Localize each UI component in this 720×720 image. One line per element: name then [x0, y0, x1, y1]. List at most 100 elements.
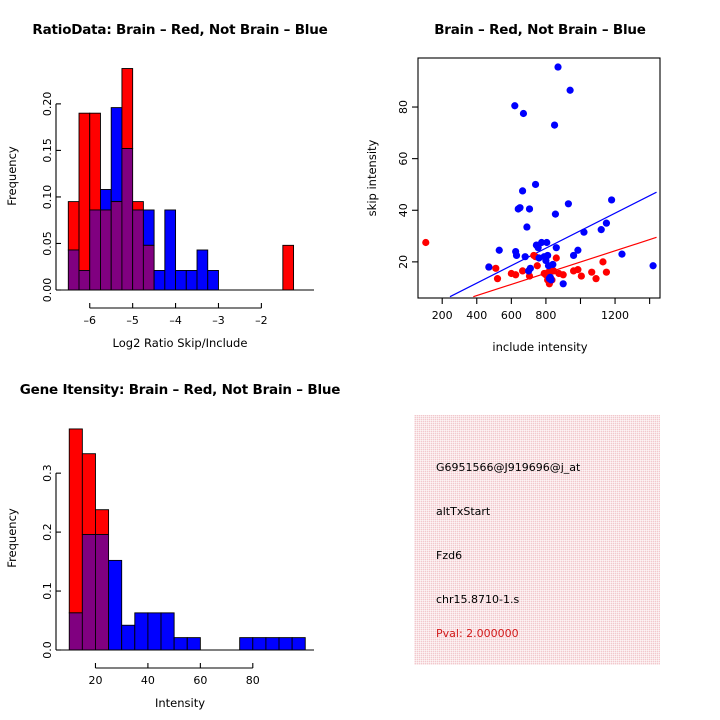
scatter-point — [580, 228, 588, 236]
scatter-point — [547, 276, 555, 284]
histogram-bar — [175, 270, 187, 291]
panel-gene-histogram: Gene Itensity: Brain – Red, Not Brain – … — [0, 360, 360, 720]
scatter-point — [559, 271, 567, 279]
histogram-bar — [142, 209, 155, 246]
plot-frame — [417, 57, 661, 299]
scatter-point — [531, 180, 540, 189]
y-axis-title: skip intensity — [365, 139, 379, 216]
scatter-point — [518, 187, 527, 195]
scatter-point — [574, 246, 582, 254]
histogram-bar-overlap — [68, 612, 83, 651]
scatter-point — [525, 205, 534, 213]
scatter-point — [597, 226, 605, 234]
histogram-bar — [108, 559, 123, 651]
histogram-bar — [67, 201, 80, 251]
histogram-bar — [282, 244, 295, 291]
scatter-xlabel: include intensity — [492, 340, 588, 354]
scatter-point — [602, 219, 611, 227]
gene-histogram-title: Gene Itensity: Brain – Red, Not Brain – … — [19, 382, 341, 398]
info-gene-symbol: Fzd6 — [436, 549, 463, 562]
x-tick-label: –3 — [212, 314, 225, 327]
scatter-point — [552, 254, 560, 262]
y-tick-label: 0.15 — [41, 138, 54, 163]
scatter-point — [516, 204, 524, 212]
x-tick-label: 80 — [246, 674, 260, 687]
x-tick-label: –6 — [83, 314, 96, 327]
scatter-point — [551, 210, 560, 218]
scatter-point — [608, 196, 616, 204]
x-tick-label: 1200 — [601, 309, 629, 322]
scatter-point — [422, 238, 430, 247]
y-tick-label: 0.20 — [41, 92, 54, 117]
histogram-bar — [121, 624, 136, 651]
info-coordinate: chr15.8710-1.s — [436, 593, 520, 606]
scatter-point — [552, 244, 560, 252]
scatter-point — [618, 250, 626, 258]
ratio-histogram-plot: 0.00 0.05 0.10 0.15 0.20 –6 –5 –4 –3 –2 Frequency — [5, 68, 314, 327]
y-tick-label: 0.10 — [41, 185, 54, 210]
scatter-point — [492, 264, 500, 272]
y-tick-label: 0.2 — [41, 523, 54, 541]
y-tick-label: 0.3 — [41, 464, 54, 482]
histogram-bar — [252, 637, 267, 651]
scatter-point — [518, 267, 527, 275]
info-probe-id: G6951566@J919696@j_at — [436, 461, 581, 474]
scatter-point — [564, 200, 572, 208]
histogram-bar-overlap — [100, 209, 112, 291]
histogram-bar — [147, 612, 162, 651]
histogram-bar — [110, 107, 123, 203]
scatter-point — [569, 251, 578, 260]
x-tick-label: –5 — [126, 314, 139, 327]
ratio-histogram-title: RatioData: Brain – Red, Not Brain – Blue — [32, 22, 328, 38]
histogram-bar — [207, 270, 219, 291]
scatter-point — [512, 251, 521, 260]
histogram-bar — [89, 112, 101, 211]
histogram-bar — [134, 612, 149, 651]
x-tick-label: 40 — [141, 674, 155, 687]
histogram-bar — [278, 637, 293, 651]
scatter-plot: 20 40 60 80 200 400 600 800 1200 skip intensity — [365, 57, 661, 322]
histogram-bar — [265, 637, 280, 651]
histogram-bar-overlap — [121, 148, 134, 291]
scatter-point — [521, 253, 529, 261]
scatter-point — [543, 238, 551, 247]
scatter-point — [511, 102, 519, 110]
histogram-bar — [100, 189, 112, 211]
histogram-bar — [291, 637, 306, 651]
x-tick-label: –4 — [169, 314, 182, 327]
y-tick-label: 0.0 — [41, 641, 54, 659]
panel-info: G6951566@J919696@j_at altTxStart Fzd6 ch… — [360, 360, 720, 720]
y-tick-label: 80 — [397, 100, 410, 114]
scatter-point — [526, 264, 534, 272]
scatter-point — [493, 275, 502, 283]
scatter-point — [577, 272, 585, 280]
histogram-bar-overlap — [81, 534, 96, 651]
info-event-type: altTxStart — [436, 505, 491, 518]
gene-histogram-plot: 0.0 0.1 0.2 0.3 20 40 60 80 Frequency — [5, 428, 314, 687]
x-tick-label: 20 — [88, 674, 102, 687]
scatter-point — [559, 280, 567, 288]
histogram-bar-overlap — [110, 201, 123, 291]
histogram-bar — [132, 201, 144, 211]
scatter-title: Brain – Red, Not Brain – Blue — [434, 22, 646, 38]
scatter-point — [533, 262, 541, 270]
ratio-histogram-xlabel: Log2 Ratio Skip/Include — [112, 336, 248, 350]
histogram-bar-overlap — [78, 270, 91, 291]
histogram-bar — [121, 68, 134, 149]
histogram-bar — [160, 612, 175, 651]
histogram-bar — [186, 637, 201, 651]
panel-scatter: Brain – Red, Not Brain – Blue 20 40 60 80 20… — [360, 0, 720, 360]
y-tick-label: 0.1 — [41, 582, 54, 600]
scatter-point — [592, 275, 600, 283]
scatter-point — [523, 223, 531, 231]
y-tick-label: 40 — [397, 203, 410, 217]
y-tick-label: 20 — [397, 255, 410, 269]
x-tick-label: 600 — [501, 309, 522, 322]
scatter-point — [566, 86, 574, 94]
y-tick-label: 0.00 — [41, 278, 54, 303]
scatter-point — [519, 109, 528, 118]
histogram-bar-overlap — [132, 209, 144, 291]
histogram-bar-overlap — [89, 209, 101, 291]
info-panel-box: G6951566@J919696@j_at altTxStart Fzd6 ch… — [414, 415, 660, 665]
